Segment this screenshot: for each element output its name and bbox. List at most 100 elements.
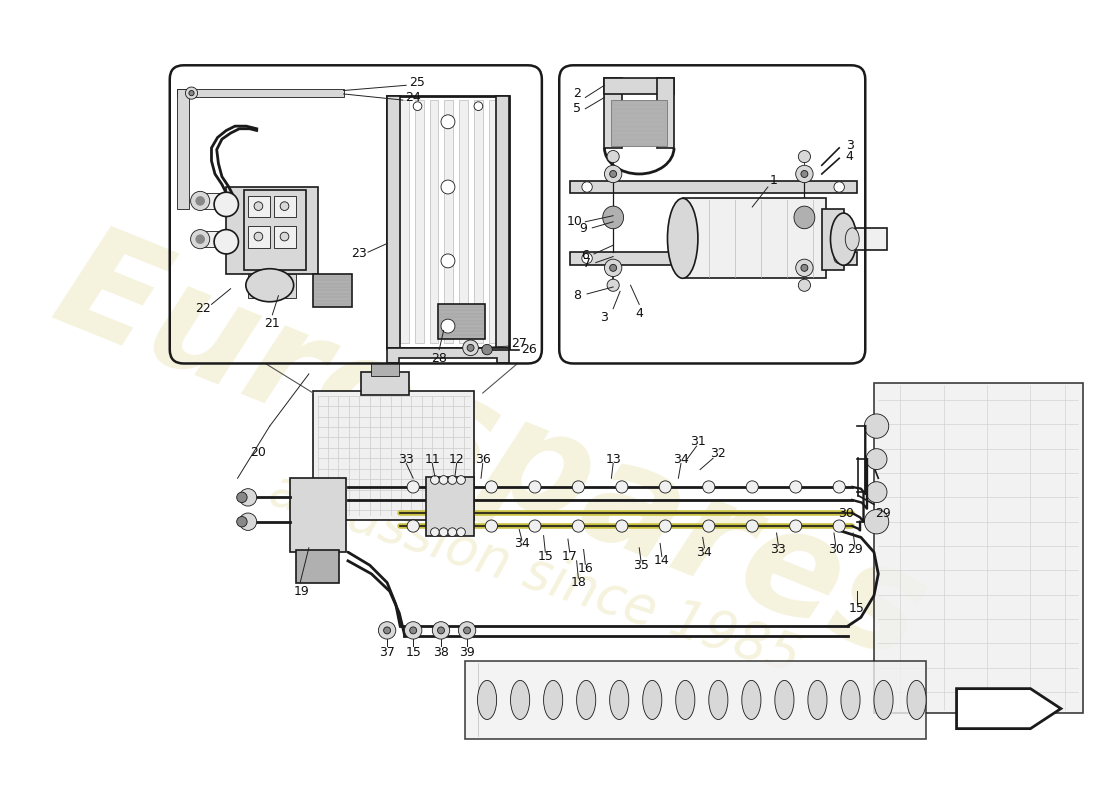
Circle shape — [407, 481, 419, 493]
Text: 14: 14 — [654, 554, 670, 567]
Circle shape — [616, 481, 628, 493]
Ellipse shape — [774, 680, 794, 719]
Circle shape — [833, 520, 845, 532]
Circle shape — [485, 520, 497, 532]
Bar — [227, 187, 318, 274]
Circle shape — [456, 476, 465, 484]
Circle shape — [448, 528, 456, 537]
Ellipse shape — [214, 230, 239, 254]
Circle shape — [607, 150, 619, 162]
Polygon shape — [570, 181, 857, 193]
Text: 17: 17 — [562, 550, 578, 563]
Circle shape — [474, 102, 483, 110]
Text: 8: 8 — [573, 289, 581, 302]
Bar — [248, 226, 270, 248]
Circle shape — [409, 627, 417, 634]
Bar — [314, 391, 474, 520]
Polygon shape — [604, 78, 622, 148]
Circle shape — [529, 481, 541, 493]
Text: 31: 31 — [691, 435, 706, 448]
Ellipse shape — [866, 449, 887, 470]
Bar — [274, 196, 296, 218]
Ellipse shape — [675, 680, 695, 719]
Text: 22: 22 — [195, 302, 211, 315]
Bar — [202, 193, 229, 209]
Text: 7: 7 — [583, 257, 591, 270]
Bar — [248, 196, 270, 218]
Ellipse shape — [741, 680, 761, 719]
Ellipse shape — [214, 192, 239, 217]
Text: 4: 4 — [636, 306, 644, 319]
Circle shape — [607, 279, 619, 291]
Circle shape — [384, 627, 390, 634]
Circle shape — [703, 481, 715, 493]
Bar — [372, 363, 399, 376]
Circle shape — [790, 520, 802, 532]
Text: 33: 33 — [770, 543, 786, 556]
Circle shape — [529, 520, 541, 532]
Text: 38: 38 — [433, 646, 449, 658]
Circle shape — [190, 191, 210, 210]
Ellipse shape — [576, 680, 596, 719]
Circle shape — [616, 520, 628, 532]
Circle shape — [438, 627, 444, 634]
Polygon shape — [657, 78, 674, 148]
Text: 34: 34 — [696, 546, 713, 558]
Circle shape — [582, 182, 592, 192]
Ellipse shape — [830, 213, 857, 266]
Text: 35: 35 — [632, 558, 649, 572]
Circle shape — [572, 520, 584, 532]
Circle shape — [414, 102, 422, 110]
Circle shape — [439, 476, 448, 484]
Circle shape — [463, 627, 471, 634]
Bar — [361, 372, 409, 394]
Circle shape — [280, 232, 289, 241]
Circle shape — [441, 180, 455, 194]
Bar — [274, 226, 296, 248]
Circle shape — [254, 232, 263, 241]
Circle shape — [801, 170, 807, 178]
Circle shape — [447, 481, 459, 493]
Text: 9: 9 — [580, 222, 587, 235]
Text: 27: 27 — [512, 337, 527, 350]
Bar — [683, 198, 826, 278]
Circle shape — [609, 170, 617, 178]
Text: 13: 13 — [605, 453, 621, 466]
Circle shape — [254, 202, 263, 210]
Circle shape — [189, 90, 194, 96]
Text: 36: 36 — [475, 453, 491, 466]
Ellipse shape — [609, 680, 629, 719]
Text: 23: 23 — [351, 247, 367, 261]
Circle shape — [186, 87, 198, 99]
Circle shape — [196, 235, 205, 243]
Circle shape — [280, 202, 289, 210]
Text: 4: 4 — [846, 150, 854, 163]
Ellipse shape — [245, 269, 294, 302]
Ellipse shape — [908, 680, 926, 719]
Text: 3: 3 — [846, 138, 854, 152]
Text: 5: 5 — [573, 102, 581, 115]
Circle shape — [482, 344, 493, 354]
Ellipse shape — [708, 680, 728, 719]
Text: 6: 6 — [582, 249, 590, 262]
Polygon shape — [430, 100, 439, 343]
Text: 34: 34 — [673, 453, 689, 466]
Bar — [314, 274, 352, 307]
Bar — [296, 550, 339, 582]
Ellipse shape — [642, 680, 662, 719]
Circle shape — [441, 254, 455, 268]
Text: 3: 3 — [601, 311, 608, 324]
Ellipse shape — [865, 510, 889, 534]
Circle shape — [485, 481, 497, 493]
Ellipse shape — [477, 680, 496, 719]
Text: 15: 15 — [848, 602, 865, 615]
Circle shape — [463, 340, 478, 356]
Circle shape — [196, 197, 205, 206]
Text: 30: 30 — [838, 506, 854, 519]
Text: 32: 32 — [710, 447, 725, 461]
Circle shape — [795, 259, 813, 277]
Circle shape — [609, 264, 617, 271]
Circle shape — [432, 622, 450, 639]
Circle shape — [430, 528, 439, 537]
Polygon shape — [465, 661, 926, 739]
